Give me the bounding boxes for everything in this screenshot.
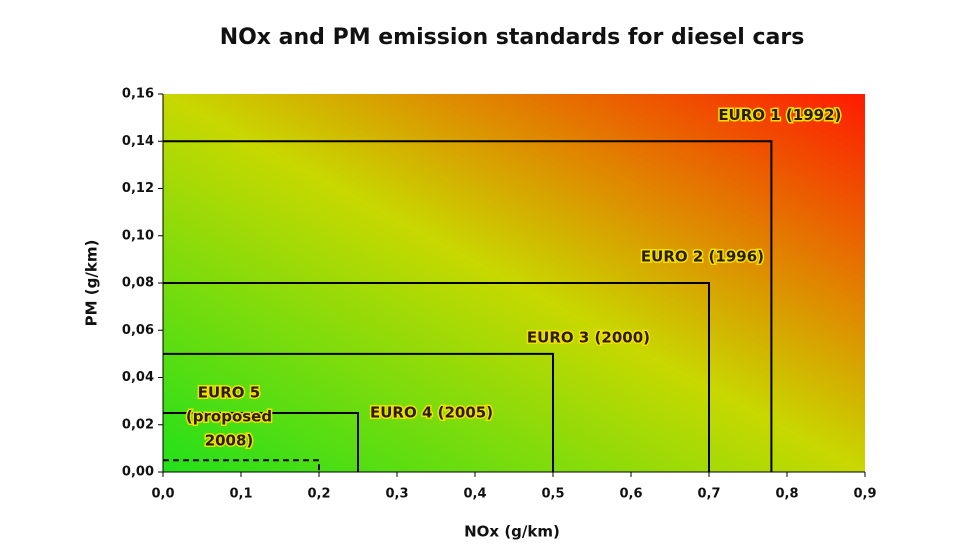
chart-title: NOx and PM emission standards for diesel… [220,25,805,50]
x-tick-label: 0,5 [541,487,564,502]
standard-label: EURO 2 (1996) [641,248,764,266]
standard-label: EURO 1 (1992) [718,106,841,124]
y-tick-label: 0,12 [122,181,154,196]
x-tick-label: 0,3 [385,487,408,502]
limit-box [163,459,320,472]
standard-label: (proposed [186,408,272,426]
standard-label: EURO 4 (2005) [370,403,493,421]
x-tick-label: 0,0 [151,487,174,502]
x-tick-label: 0,4 [463,487,486,502]
x-axis-label: NOx (g/km) [464,523,560,541]
y-tick-label: 0,10 [122,228,154,243]
x-tick-label: 0,1 [229,487,252,502]
y-tick-label: 0,04 [122,370,154,385]
y-tick-label: 0,14 [122,134,154,149]
limit-box [163,140,773,472]
y-tick-label: 0,16 [122,87,154,102]
x-tick-label: 0,8 [775,487,798,502]
standard-label: EURO 3 (2000) [527,328,650,346]
standard-label: EURO 5 [198,384,260,402]
limit-box [163,282,710,472]
x-tick-label: 0,9 [853,487,876,502]
x-tick-label: 0,2 [307,487,330,502]
limit-box [163,411,359,472]
y-tick-label: 0,06 [122,323,154,338]
x-tick-label: 0,7 [697,487,720,502]
standard-label: 2008) [205,432,254,450]
limit-box [163,352,554,472]
y-tick-label: 0,08 [122,276,154,291]
y-tick-label: 0,00 [122,465,154,480]
x-tick-label: 0,6 [619,487,642,502]
y-tick-label: 0,02 [122,417,154,432]
y-axis-label: PM (g/km) [83,240,101,327]
